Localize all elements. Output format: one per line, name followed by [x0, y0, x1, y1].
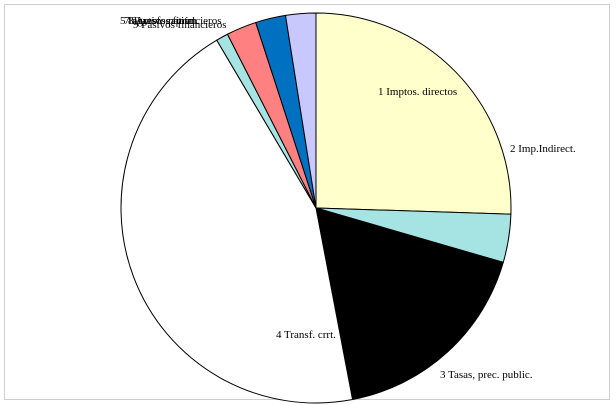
pie-slice	[284, 12, 317, 209]
pie-slice	[120, 39, 354, 404]
slice-label: 1 Imptos. directos	[378, 86, 457, 98]
slice-label: 7 Transf. capital	[124, 15, 195, 27]
slice-label: 3 Tasas, prec. public.	[440, 369, 533, 381]
pie-slice	[315, 12, 512, 215]
pie-slice	[315, 207, 504, 401]
slice-label: 8 Activos financieros	[128, 15, 221, 27]
slice-label: 2 Imp.Indirect.	[510, 143, 576, 155]
slice-label: 5 Ingresos patrim.	[120, 15, 200, 27]
slice-label: 4 Transf. crrt.	[276, 329, 336, 341]
slice-label: 9 Pasivos financieros	[133, 19, 226, 31]
